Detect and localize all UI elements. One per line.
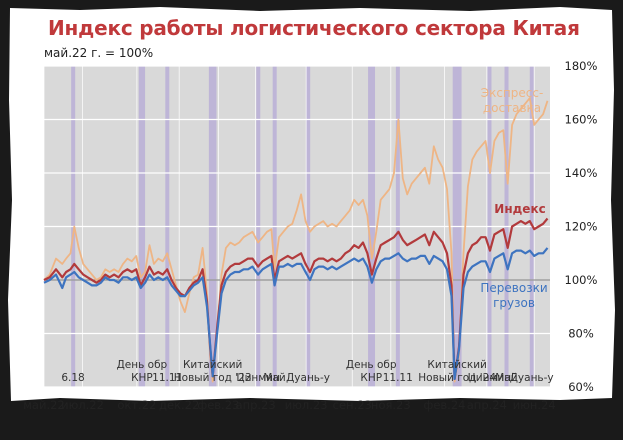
annotation-line: 11.11 (383, 372, 413, 384)
series-label: Экспресс-доставка (481, 86, 544, 115)
series-labels: Экспресс-доставка Индекс Перевозки грузов (480, 86, 547, 310)
annotation-label: Дуань-у (510, 372, 554, 384)
series-label-line: доставка (483, 101, 541, 115)
annotation-line: Май (263, 372, 285, 384)
y-tick-label: 160% (565, 113, 598, 127)
chart-subtitle: май.22 г. = 100% (44, 46, 154, 60)
series-label: Перевозки грузов (480, 281, 547, 310)
annotation-label: Цинмин (468, 372, 511, 384)
annotation-line: День обр (346, 359, 397, 371)
x-tick-label: апр.23 (236, 398, 276, 412)
annotation-line: КНР (131, 372, 153, 384)
series-label: Индекс (494, 202, 545, 216)
gridlines (43, 65, 550, 388)
annotation-label: Китайский Новый год '23 (174, 359, 252, 384)
y-tick-label: 80% (568, 327, 594, 341)
annotation-label: Китайский Новый год '24 (418, 359, 496, 384)
x-tick-label: окт.22 (117, 398, 156, 412)
x-tick-label: фев.23 (197, 398, 239, 412)
annotation-line: Дуань-у (286, 372, 330, 384)
annotation-label: Дуань-у (286, 372, 330, 384)
annotation-line: День обр (117, 359, 168, 371)
annotation-label: 11.11 (383, 372, 413, 384)
series-label-line: Экспресс- (481, 86, 544, 100)
y-tick-label: 140% (565, 166, 598, 180)
series-line-0 (43, 97, 549, 383)
series-label-line: Индекс (494, 202, 545, 216)
y-tick-label: 120% (565, 220, 598, 234)
series-lines (43, 97, 549, 383)
annotation-line: Цинмин (236, 372, 279, 384)
y-axis: 60% 80% 100% 120% 140% 160% 180% (565, 59, 598, 394)
annotation-line: Май (495, 372, 517, 384)
chart-title: Индекс работы логистического сектора Кит… (48, 16, 580, 40)
x-tick-label: сен.23 (333, 398, 372, 412)
annotation-line: 11.11 (152, 372, 182, 384)
annotation-line: Китайский (183, 359, 242, 371)
x-tick-label: апр.24 (467, 398, 507, 412)
x-tick-label: июл.23 (285, 398, 328, 412)
series-line-1 (43, 217, 549, 381)
annotation-label: 11.11 (152, 372, 182, 384)
series-label-line: грузов (493, 296, 535, 310)
x-tick-label: фев.24 (424, 398, 466, 412)
x-tick-label: июн.24 (513, 398, 556, 412)
annotation-line: Новый год '23 (174, 372, 252, 384)
annotation-line: Дуань-у (510, 372, 554, 384)
annotation-label: День обр КНР (346, 359, 397, 384)
series-line-2 (43, 247, 549, 381)
y-tick-label: 180% (565, 59, 598, 73)
annotation-line: Новый год '24 (418, 372, 496, 384)
annotation-line: Китайский (427, 359, 486, 371)
annotation-label: Цинмин (236, 372, 279, 384)
annotation-line: КНР (360, 372, 382, 384)
x-tick-label: дек.22 (159, 398, 199, 412)
series-label-line: Перевозки (480, 281, 547, 295)
y-tick-label: 100% (565, 273, 598, 287)
x-tick-label: май.22 (23, 398, 65, 412)
annotation-line: 6.18 (61, 372, 84, 384)
annotation-line: Цинмин (468, 372, 511, 384)
x-tick-label: июл.22 (61, 398, 104, 412)
x-tick-label: ноя.23 (371, 398, 411, 412)
annotation-label: День обр КНР (117, 359, 168, 384)
annotation-label: Май (263, 372, 285, 384)
annotation-label: Май (495, 372, 517, 384)
y-tick-label: 60% (568, 380, 594, 394)
annotation-label: 6.18 (61, 372, 84, 384)
